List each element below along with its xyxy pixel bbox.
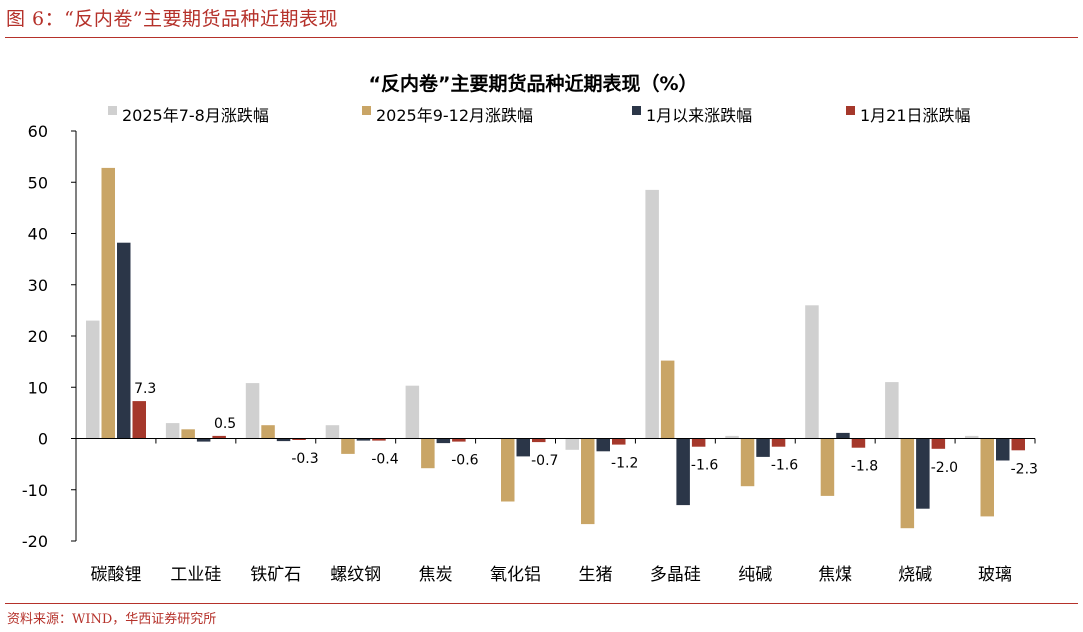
bar-11-series-4 bbox=[931, 438, 946, 449]
legend-swatch-1 bbox=[108, 106, 117, 115]
legend-swatch-3 bbox=[632, 106, 641, 115]
category-label-11: 烧碱 bbox=[898, 565, 932, 585]
data-label-8: -1.6 bbox=[691, 458, 718, 474]
y-tick-label-9: -20 bbox=[22, 532, 48, 551]
category-label-5: 焦炭 bbox=[419, 565, 453, 585]
top-divider bbox=[5, 37, 1078, 38]
bars bbox=[86, 167, 1025, 529]
bar-chart: “反内卷”主要期货品种近期表现（%） 2025年7-8月涨跌幅 2025年9-12… bbox=[22, 72, 1038, 585]
bar-12-series-1 bbox=[965, 435, 979, 439]
bar-6-series-3 bbox=[516, 438, 530, 457]
bar-9-series-4 bbox=[771, 438, 786, 447]
bar-12-series-4 bbox=[1011, 438, 1025, 451]
bar-4-series-4 bbox=[372, 438, 386, 441]
bar-10-series-1 bbox=[805, 305, 819, 439]
data-label-6: -0.7 bbox=[531, 453, 558, 469]
bar-5-series-2 bbox=[421, 438, 435, 469]
category-label-12: 玻璃 bbox=[978, 565, 1012, 585]
bar-7-series-4 bbox=[612, 438, 626, 445]
bar-1-series-1 bbox=[86, 320, 100, 439]
source-note: 资料来源：WIND，华西证券研究所 bbox=[7, 612, 217, 627]
bar-8-series-2 bbox=[660, 360, 675, 439]
legend-label-2: 2025年9-12月涨跌幅 bbox=[376, 106, 533, 125]
data-label-9: -1.6 bbox=[771, 458, 798, 474]
y-tick-label-3: 40 bbox=[28, 225, 48, 244]
bar-3-series-2 bbox=[261, 425, 275, 439]
bar-7-series-2 bbox=[581, 438, 595, 525]
category-label-7: 生猪 bbox=[579, 565, 613, 585]
data-label-7: -1.2 bbox=[611, 456, 638, 472]
bar-2-series-4 bbox=[212, 435, 226, 439]
legend-label-1: 2025年7-8月涨跌幅 bbox=[122, 106, 269, 125]
category-label-2: 工业硅 bbox=[170, 565, 221, 585]
bar-7-series-1 bbox=[565, 438, 579, 450]
figure-title: 图 6：“反内卷”主要期货品种近期表现 bbox=[6, 8, 339, 30]
y-tick-label-6: 10 bbox=[28, 378, 48, 397]
bar-12-series-2 bbox=[980, 438, 994, 517]
bar-10-series-3 bbox=[836, 432, 850, 439]
data-label-10: -1.8 bbox=[851, 459, 878, 475]
bar-2-series-2 bbox=[181, 429, 195, 439]
category-label-8: 多晶硅 bbox=[650, 565, 701, 585]
bar-1-series-2 bbox=[101, 167, 115, 439]
bar-2-series-1 bbox=[165, 423, 180, 439]
bar-5-series-1 bbox=[405, 385, 420, 439]
bar-6-series-2 bbox=[501, 438, 515, 502]
bar-12-series-3 bbox=[996, 438, 1010, 461]
category-label-10: 焦煤 bbox=[818, 565, 852, 585]
bar-4-series-1 bbox=[325, 425, 340, 439]
axes: 60 50 40 30 20 10 0 -10 -20 碳酸锂 工业硅 铁矿石 螺纹钢 焦炭 氧化铝 生猪 多晶… bbox=[22, 122, 1036, 585]
legend-label-3: 1月以来涨跌幅 bbox=[646, 106, 752, 125]
legend-swatch-4 bbox=[846, 106, 855, 115]
data-label-5: -0.6 bbox=[451, 453, 478, 469]
bar-4-series-3 bbox=[356, 438, 371, 441]
bar-11-series-3 bbox=[916, 438, 930, 509]
bar-5-series-3 bbox=[436, 438, 451, 444]
data-label-4: -0.4 bbox=[371, 452, 398, 468]
legend: 2025年7-8月涨跌幅 2025年9-12月涨跌幅 1月以来涨跌幅 1月21日涨跌幅 bbox=[108, 106, 971, 125]
bar-3-series-4 bbox=[292, 438, 306, 440]
bar-10-series-4 bbox=[851, 438, 866, 448]
bar-3-series-1 bbox=[245, 383, 260, 439]
data-label-1: 7.3 bbox=[134, 381, 156, 397]
y-tick-label-2: 50 bbox=[28, 173, 48, 192]
data-label-3: -0.3 bbox=[291, 451, 318, 467]
bar-10-series-2 bbox=[820, 438, 835, 496]
bar-9-series-2 bbox=[740, 438, 755, 487]
data-label-11: -2.0 bbox=[931, 460, 958, 476]
bar-1-series-4 bbox=[132, 401, 146, 439]
data-label-2: 0.5 bbox=[214, 416, 236, 432]
category-label-1: 碳酸锂 bbox=[91, 565, 142, 585]
category-label-9: 纯碱 bbox=[738, 565, 772, 585]
category-label-6: 氧化铝 bbox=[490, 565, 541, 585]
bar-9-series-1 bbox=[725, 435, 739, 439]
data-labels: 7.3 0.5 -0.3 -0.4 -0.6 -0.7 -1.2 -1.6 -1.6 -1.8 -2… bbox=[134, 381, 1038, 477]
y-tick-label-8: -10 bbox=[22, 481, 48, 500]
bar-8-series-3 bbox=[676, 438, 690, 506]
y-tick-label-4: 30 bbox=[28, 276, 48, 295]
y-tick-label-1: 60 bbox=[28, 122, 48, 141]
bar-4-series-2 bbox=[341, 438, 355, 454]
bar-9-series-3 bbox=[756, 438, 770, 457]
y-tick-label-7: 0 bbox=[38, 430, 48, 449]
category-label-3: 铁矿石 bbox=[250, 565, 301, 585]
bar-6-series-4 bbox=[532, 438, 546, 443]
bar-11-series-1 bbox=[885, 382, 899, 439]
bar-8-series-4 bbox=[691, 438, 706, 447]
chart-title: “反内卷”主要期货品种近期表现（%） bbox=[368, 72, 697, 95]
bar-8-series-1 bbox=[645, 189, 659, 439]
category-label-4: 螺纹钢 bbox=[330, 565, 381, 585]
bar-7-series-3 bbox=[596, 438, 610, 452]
legend-label-4: 1月21日涨跌幅 bbox=[860, 106, 971, 125]
bottom-divider bbox=[5, 603, 1078, 604]
bar-1-series-3 bbox=[117, 242, 131, 439]
bar-11-series-2 bbox=[900, 438, 915, 529]
legend-swatch-2 bbox=[362, 106, 371, 115]
bar-2-series-3 bbox=[196, 438, 211, 442]
bar-5-series-4 bbox=[452, 438, 466, 442]
y-tick-label-5: 20 bbox=[28, 327, 48, 346]
data-label-12: -2.3 bbox=[1011, 461, 1038, 477]
bar-3-series-3 bbox=[276, 438, 291, 442]
